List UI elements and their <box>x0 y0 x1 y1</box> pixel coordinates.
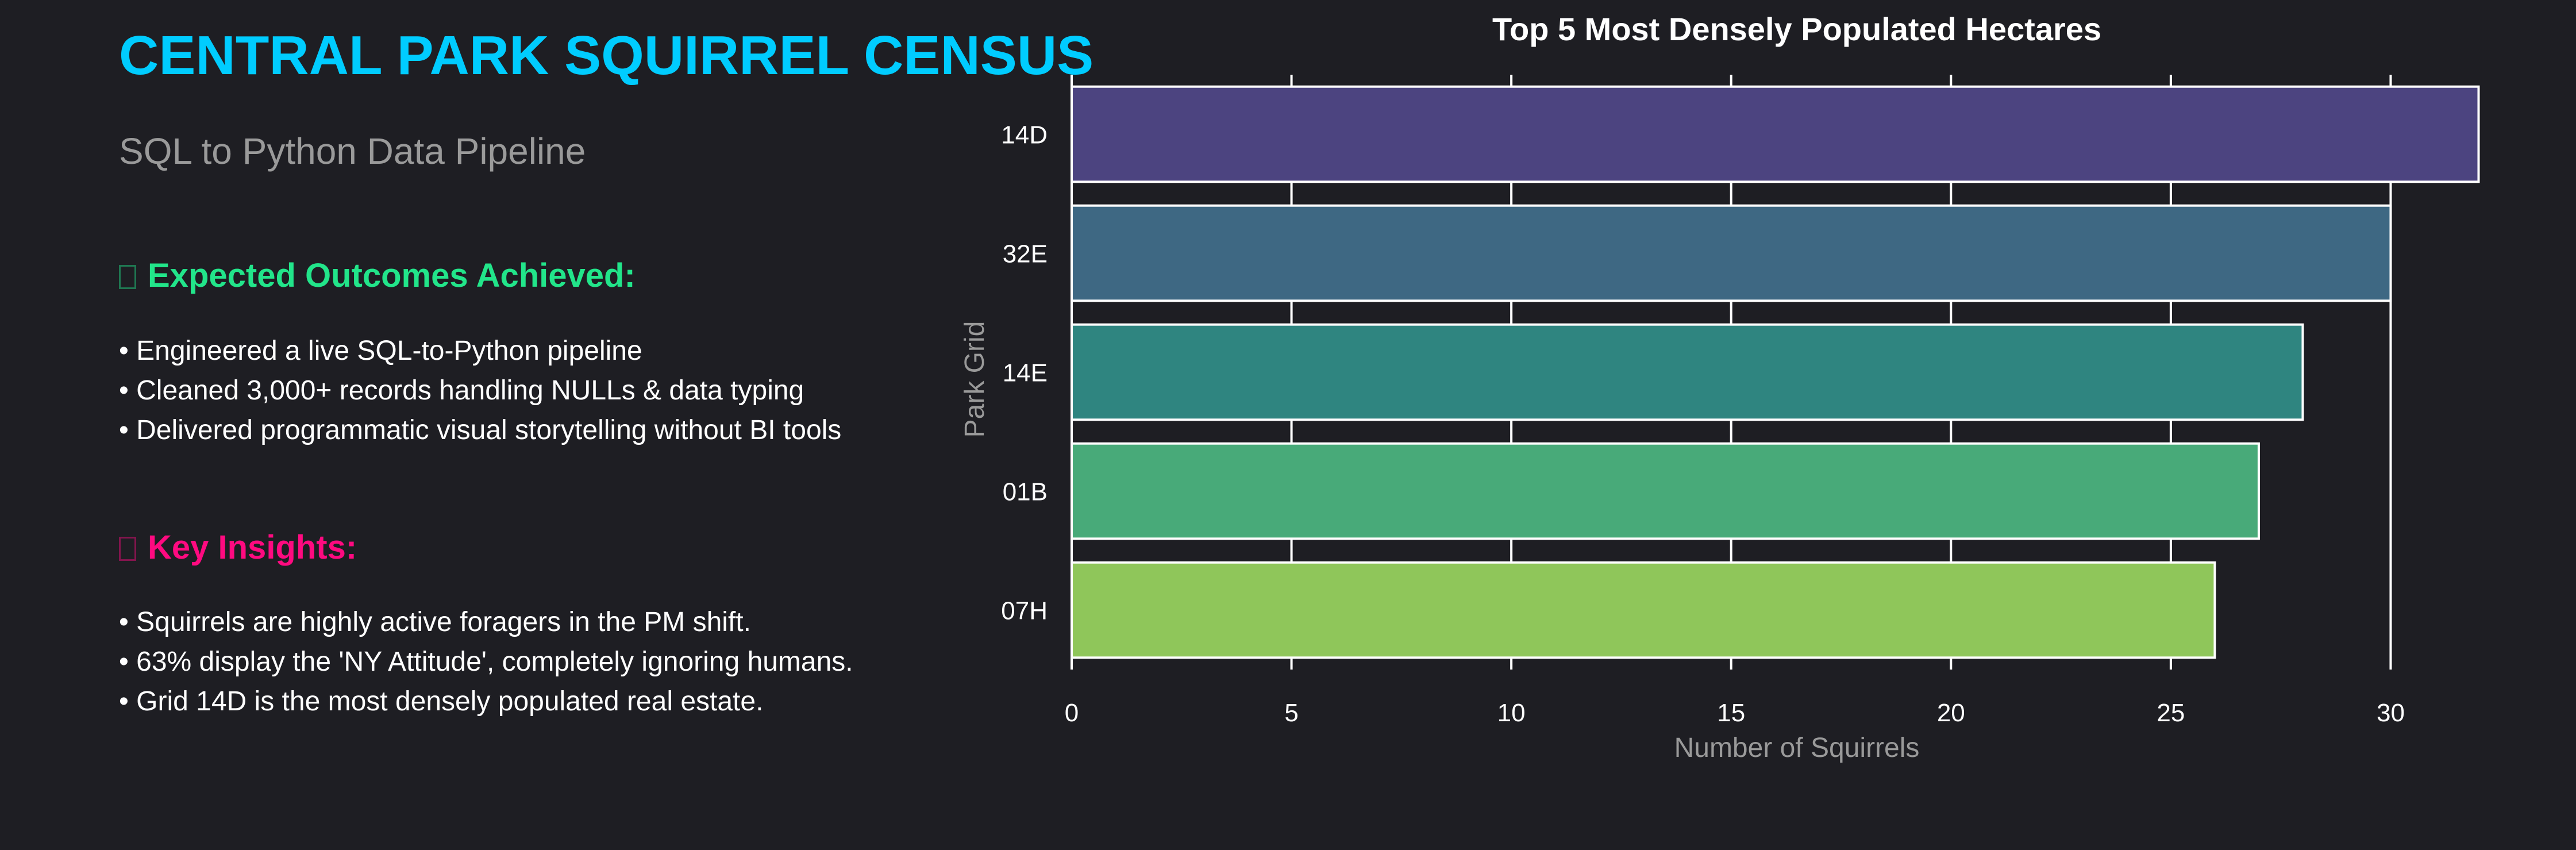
insights-list: • Squirrels are highly active foragers i… <box>119 602 853 721</box>
x-tick-labels: 0 5 10 15 20 25 30 <box>1065 699 2405 727</box>
x-tick-label: 10 <box>1497 699 1526 727</box>
outcome-item: • Delivered programmatic visual storytel… <box>119 415 842 445</box>
lightbulb-icon <box>119 537 136 561</box>
checkmark-icon <box>119 265 136 289</box>
outcome-item: • Cleaned 3,000+ records handling NULLs … <box>119 375 804 406</box>
bar-01b <box>1071 442 2260 540</box>
insights-heading: Key Insights: <box>119 529 357 566</box>
insights-heading-label: Key Insights: <box>148 529 357 566</box>
bar-32e <box>1071 204 2392 302</box>
y-axis-label: Park Grid <box>960 321 990 438</box>
x-tick-label: 15 <box>1717 699 1745 727</box>
outcomes-list: • Engineered a live SQL-to-Python pipeli… <box>119 331 841 450</box>
bar-07h <box>1071 561 2216 659</box>
page-title: CENTRAL PARK SQUIRREL CENSUS <box>119 25 1094 86</box>
insight-item: • Squirrels are highly active foragers i… <box>119 607 751 637</box>
bar-14d <box>1071 85 2480 183</box>
insight-item: • 63% display the 'NY Attitude', complet… <box>119 647 853 677</box>
x-tick-label: 5 <box>1284 699 1298 727</box>
page-subtitle: SQL to Python Data Pipeline <box>119 130 586 172</box>
y-tick-label: 01B <box>1003 478 1048 506</box>
insight-item: • Grid 14D is the most densely populated… <box>119 686 764 717</box>
x-tick-label: 25 <box>2157 699 2185 727</box>
outcomes-heading: Expected Outcomes Achieved: <box>119 257 636 294</box>
x-axis-label: Number of Squirrels <box>1674 733 1920 763</box>
bars <box>1071 85 2480 659</box>
y-tick-labels: 14D 32E 14E 01B 07H <box>1001 121 1048 625</box>
y-tick-label: 07H <box>1001 597 1048 625</box>
outcome-item: • Engineered a live SQL-to-Python pipeli… <box>119 336 642 366</box>
outcomes-heading-label: Expected Outcomes Achieved: <box>148 257 636 294</box>
chart-title: Top 5 Most Densely Populated Hectares <box>1492 11 2101 47</box>
bar-14e <box>1071 323 2304 421</box>
x-tick-label: 30 <box>2377 699 2405 727</box>
y-tick-label: 32E <box>1003 240 1048 268</box>
x-tick-label: 0 <box>1065 699 1079 727</box>
y-tick-label: 14E <box>1003 359 1048 387</box>
y-tick-label: 14D <box>1001 121 1048 149</box>
x-tick-label: 20 <box>1937 699 1965 727</box>
